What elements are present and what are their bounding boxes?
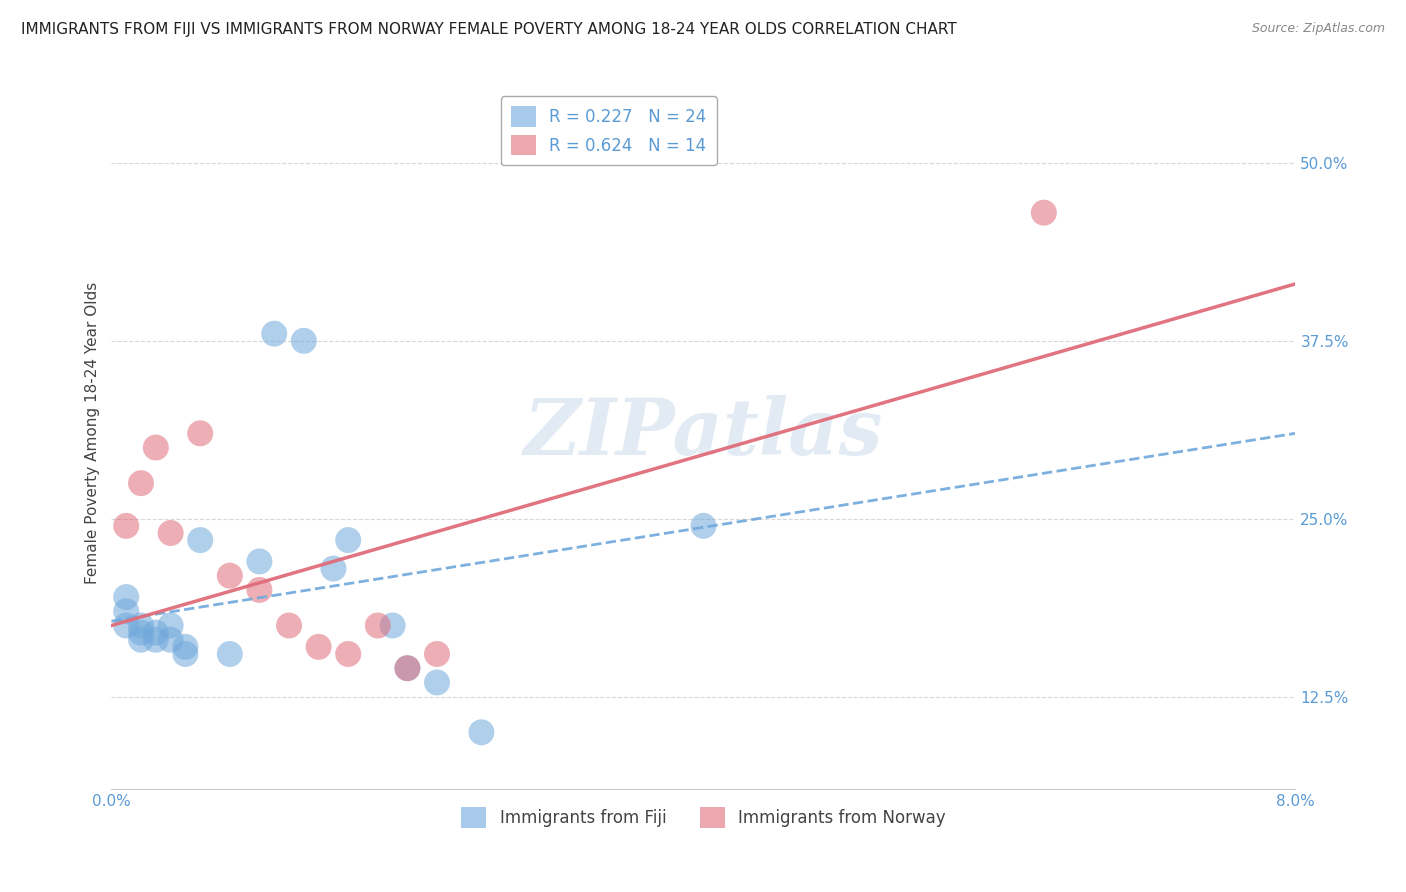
Point	[188, 533, 211, 547]
Text: IMMIGRANTS FROM FIJI VS IMMIGRANTS FROM NORWAY FEMALE POVERTY AMONG 18-24 YEAR O: IMMIGRANTS FROM FIJI VS IMMIGRANTS FROM …	[21, 22, 957, 37]
Point	[129, 625, 152, 640]
Point	[249, 582, 271, 597]
Point	[174, 640, 197, 654]
Point	[426, 647, 449, 661]
Point	[1032, 205, 1054, 219]
Point	[129, 632, 152, 647]
Point	[115, 604, 138, 618]
Point	[249, 554, 271, 568]
Point	[381, 618, 404, 632]
Point	[278, 618, 301, 632]
Point	[145, 632, 167, 647]
Point	[159, 618, 181, 632]
Point	[367, 618, 389, 632]
Point	[692, 519, 714, 533]
Point	[292, 334, 315, 348]
Point	[188, 426, 211, 441]
Point	[115, 519, 138, 533]
Point	[115, 590, 138, 604]
Point	[115, 618, 138, 632]
Point	[470, 725, 492, 739]
Y-axis label: Female Poverty Among 18-24 Year Olds: Female Poverty Among 18-24 Year Olds	[86, 282, 100, 584]
Point	[263, 326, 285, 341]
Point	[145, 625, 167, 640]
Point	[308, 640, 330, 654]
Point	[337, 647, 360, 661]
Point	[129, 618, 152, 632]
Point	[159, 632, 181, 647]
Point	[218, 568, 240, 582]
Legend: Immigrants from Fiji, Immigrants from Norway: Immigrants from Fiji, Immigrants from No…	[454, 801, 952, 834]
Point	[218, 647, 240, 661]
Text: ZIPatlas: ZIPatlas	[524, 395, 883, 472]
Point	[396, 661, 419, 675]
Point	[145, 441, 167, 455]
Text: Source: ZipAtlas.com: Source: ZipAtlas.com	[1251, 22, 1385, 36]
Point	[337, 533, 360, 547]
Point	[159, 526, 181, 541]
Point	[129, 476, 152, 491]
Point	[396, 661, 419, 675]
Point	[322, 561, 344, 575]
Point	[426, 675, 449, 690]
Point	[174, 647, 197, 661]
